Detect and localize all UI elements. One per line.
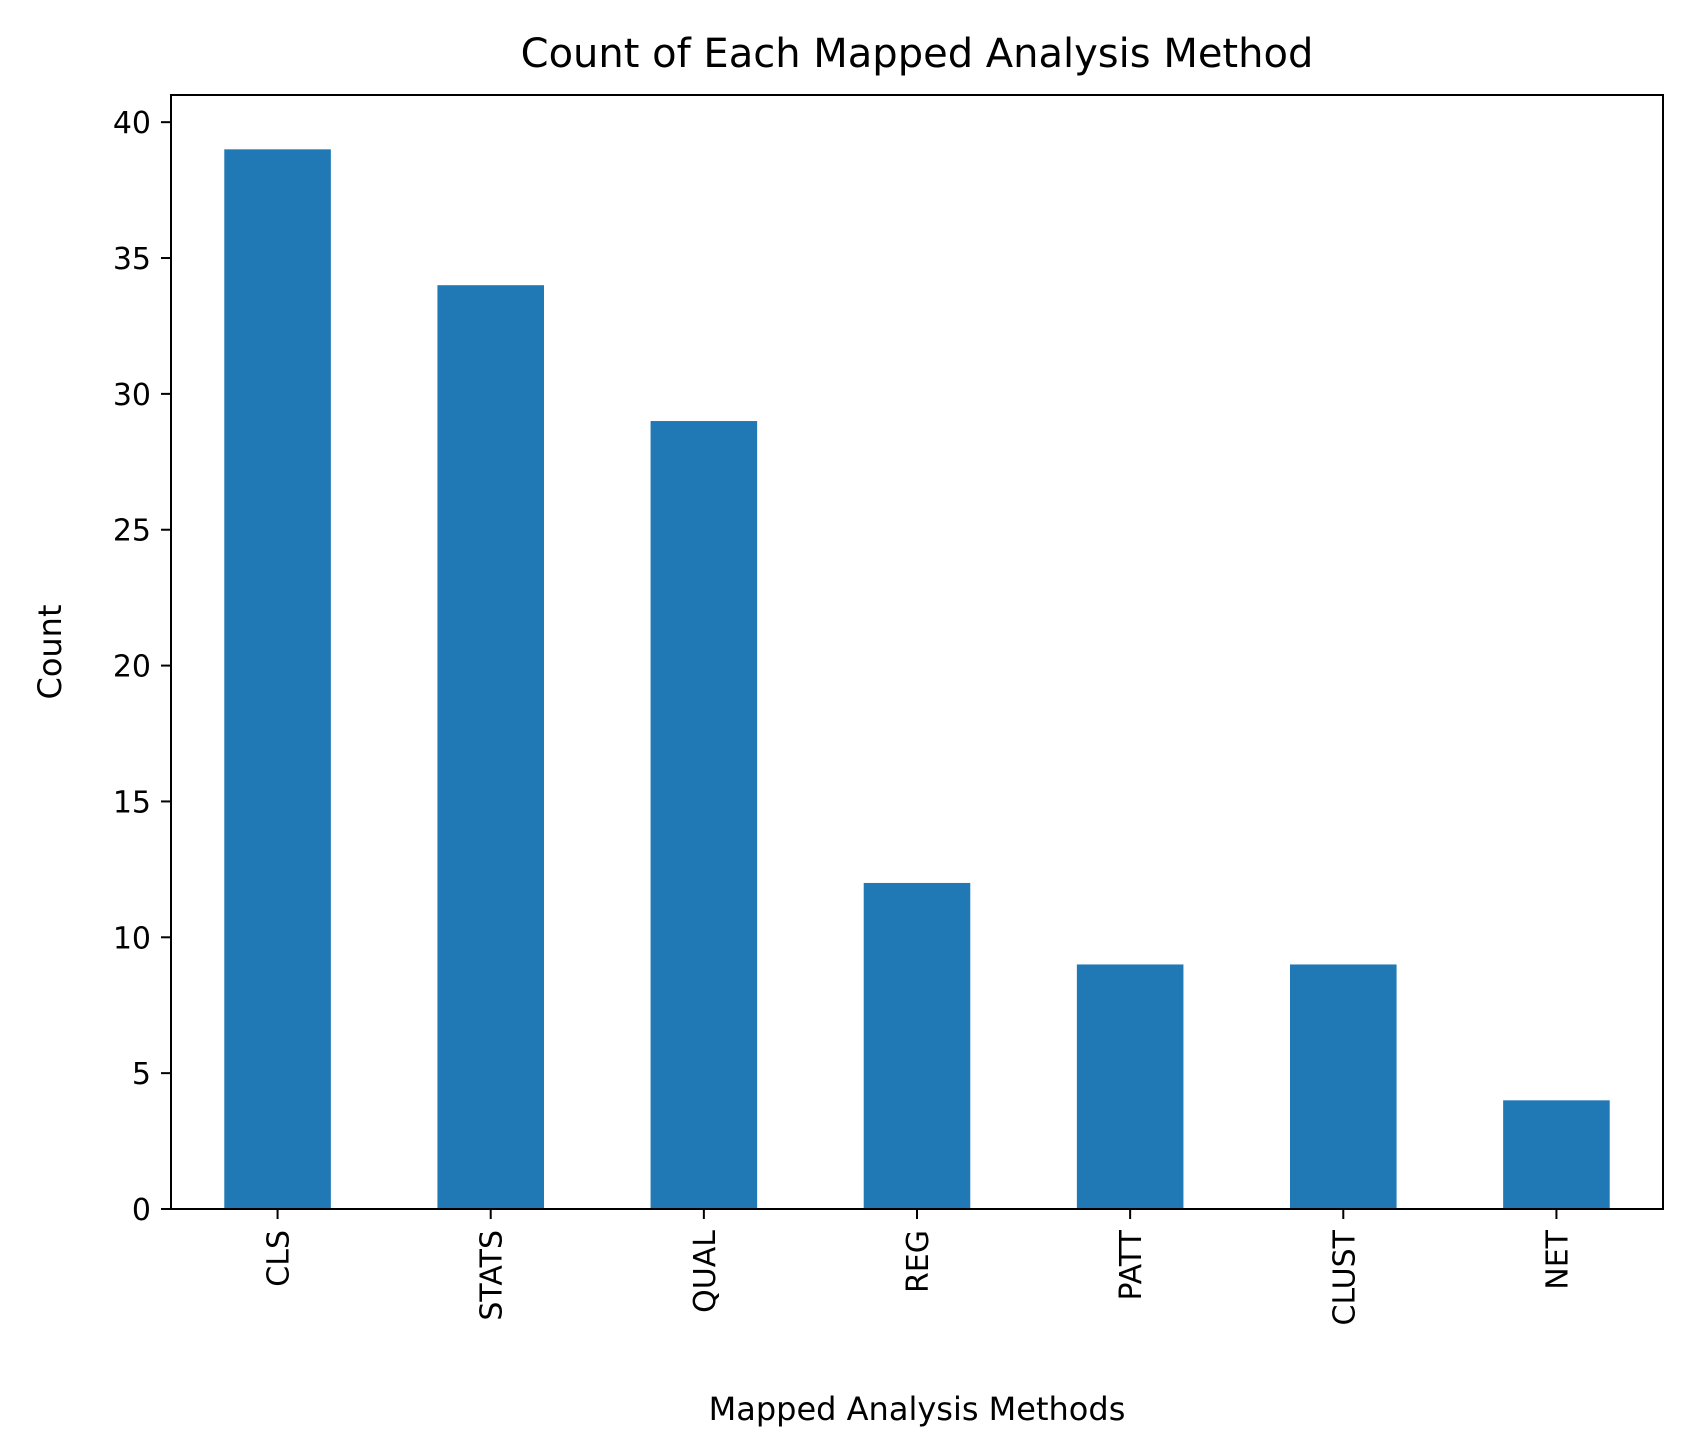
bar-net [1503,1100,1610,1209]
x-axis: CLS STATS QUAL REG PATT CLUST NET [262,1209,1575,1326]
x-tick-label: CLUST [1327,1229,1362,1325]
bar-reg [863,882,971,1209]
x-tick-label: STATS [475,1230,510,1321]
y-tick-label: 35 [113,242,151,277]
x-tick-label: QUAL [688,1230,723,1313]
y-tick-label: 20 [113,650,151,685]
y-tick-label: 25 [113,514,151,549]
y-tick-label: 15 [113,785,151,820]
x-tick-label: NET [1540,1229,1575,1289]
y-axis-label: Count [31,604,69,699]
chart-title: Count of Each Mapped Analysis Method [521,31,1314,77]
y-tick-label: 0 [132,1193,151,1228]
x-tick-label: CLS [262,1230,297,1287]
bar-qual [650,421,758,1209]
y-tick-label: 40 [113,106,151,141]
x-tick-label: PATT [1114,1229,1149,1300]
bar-stats [437,285,544,1209]
bars [224,149,1610,1210]
y-tick-label: 30 [113,378,151,413]
bar-patt [1076,964,1184,1209]
bar-cls [224,149,331,1210]
x-axis-label: Mapped Analysis Methods [709,1390,1126,1428]
y-axis: 0 5 10 15 20 25 30 35 40 [113,106,171,1228]
y-tick-label: 5 [132,1057,151,1092]
bar-clust [1290,964,1397,1209]
y-tick-label: 10 [113,921,151,956]
x-tick-label: REG [901,1230,936,1293]
